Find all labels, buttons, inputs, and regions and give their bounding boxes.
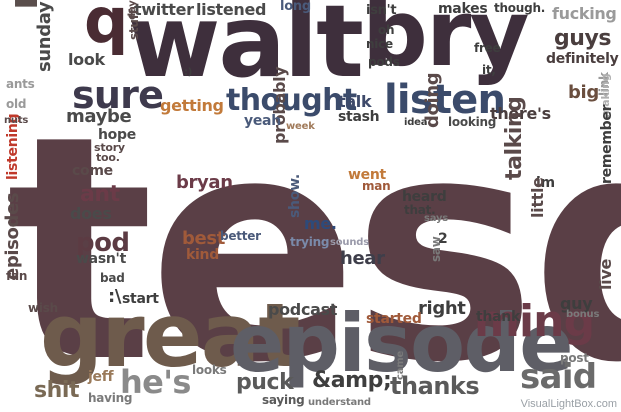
word-cloud-word: day	[127, 0, 138, 20]
word-cloud-word: it,	[482, 63, 496, 77]
word-cloud-word: ant	[80, 182, 120, 207]
word-cloud-word: says	[424, 213, 449, 224]
word-cloud-word: hope	[98, 127, 136, 143]
word-cloud-word: ming	[474, 296, 595, 347]
word-cloud-word: nuts	[4, 115, 29, 126]
word-cloud-word: understand	[308, 397, 371, 408]
word-cloud-word: yeah	[244, 113, 281, 129]
word-cloud-word: show.	[287, 174, 303, 218]
word-cloud-word: 2	[438, 231, 448, 247]
word-cloud-word: looking	[448, 115, 497, 129]
word-cloud-word: heard	[402, 189, 447, 205]
word-cloud-word: best	[182, 228, 225, 249]
word-cloud-word: nice	[366, 37, 393, 51]
word-cloud-word: man	[362, 179, 391, 193]
word-cloud-word: thanks	[390, 372, 480, 400]
word-cloud-word: oh	[378, 23, 395, 37]
word-cloud-word: pods	[368, 55, 400, 69]
word-cloud-word: saying	[262, 393, 305, 407]
word-cloud-word: definitely	[546, 51, 619, 67]
word-cloud-word: jeff	[88, 369, 114, 385]
word-cloud-word: look	[68, 50, 105, 69]
word-cloud-word: started	[366, 311, 422, 327]
word-cloud-word: trying	[290, 235, 330, 249]
word-cloud-word: right	[418, 298, 466, 319]
word-cloud-word: talk	[338, 92, 372, 111]
word-cloud-word: me.	[304, 214, 337, 233]
word-cloud-word: isn't	[366, 3, 397, 18]
word-cloud-word: bonus	[566, 309, 600, 320]
word-cloud-word: makes	[438, 1, 488, 17]
word-cloud-word: idea	[404, 117, 428, 128]
word-cloud-word: great	[40, 284, 300, 387]
word-cloud-word: guys	[554, 26, 612, 51]
word-cloud-word: episodes	[2, 192, 23, 280]
word-cloud-word: sounds	[330, 237, 369, 248]
word-cloud-word: fan	[6, 269, 28, 283]
word-cloud-word: bry	[362, 0, 530, 87]
watermark: VisualLightBox.com	[520, 398, 617, 410]
word-cloud-word: q	[84, 0, 128, 57]
word-cloud-word: fucking	[552, 4, 617, 23]
word-cloud-word: does	[70, 204, 112, 223]
word-cloud-word: come	[72, 163, 113, 179]
word-cloud-word: looks	[192, 363, 227, 377]
word-cloud-word: listen	[384, 77, 506, 123]
word-cloud-word: thought	[226, 83, 357, 118]
word-cloud-word: probably	[270, 66, 289, 144]
word-cloud-word: post	[560, 351, 589, 365]
word-cloud-word: better	[220, 229, 261, 243]
word-cloud-word: guy	[560, 294, 593, 313]
word-cloud-word: said	[520, 357, 597, 397]
word-cloud-word: bryan	[176, 172, 233, 193]
word-cloud-word: though.	[494, 1, 546, 15]
word-cloud-word: remember	[599, 104, 615, 184]
word-cloud-word: he's	[120, 363, 191, 401]
word-cloud-word: sunday	[34, 1, 55, 72]
word-cloud-word: im	[536, 175, 555, 191]
word-cloud-word: tesd	[6, 70, 621, 412]
word-cloud-word: sure	[72, 73, 164, 117]
word-cloud-word: there's	[490, 104, 551, 123]
word-cloud-word: too.	[96, 151, 120, 164]
word-cloud-word: :)	[184, 67, 193, 78]
word-cloud-word: that.	[404, 203, 436, 217]
word-cloud-word: getting	[160, 96, 224, 115]
word-cloud-word: wish	[28, 301, 58, 315]
word-cloud-word: live	[596, 259, 615, 290]
word-cloud-word: twitter	[134, 0, 194, 19]
word-cloud-word: came	[395, 350, 406, 380]
word-cloud-word: big	[568, 82, 599, 103]
word-cloud-word: kind	[186, 247, 219, 263]
word-cloud-word: &amp;	[312, 368, 392, 393]
word-cloud-word: talking	[502, 96, 527, 180]
word-cloud-word: walt	[128, 0, 364, 100]
word-cloud-word: puck	[236, 370, 294, 395]
word-cloud-word: story	[94, 141, 125, 154]
word-cloud-word: went	[348, 167, 386, 183]
word-cloud-word: thank	[476, 309, 520, 325]
word-cloud-word: podcast	[268, 300, 338, 319]
word-cloud-word: stash	[338, 109, 380, 125]
word-cloud-word: ants	[6, 77, 35, 91]
word-cloud-word: hear	[340, 248, 385, 269]
word-cloud-word: :\	[108, 286, 122, 307]
word-cloud-word: listened	[196, 0, 267, 19]
word-cloud-word: bad	[100, 271, 125, 285]
word-cloud-word: old	[6, 97, 27, 111]
word-cloud-word: wasn't	[76, 251, 126, 267]
word-cloud-word: episode	[230, 297, 573, 390]
word-cloud-word: maybe	[66, 106, 132, 127]
word-cloud-word: little	[528, 177, 547, 218]
word-cloud-word: having	[88, 391, 133, 405]
word-cloud-word: saw	[429, 236, 443, 262]
word-cloud-word: start	[122, 291, 159, 307]
word-cloud-word: shit	[34, 378, 80, 403]
word-cloud-word: week	[286, 121, 315, 132]
word-cloud-word: free	[474, 41, 501, 55]
word-cloud-word: pod	[76, 228, 130, 258]
word-cloud-word: long	[280, 0, 311, 14]
